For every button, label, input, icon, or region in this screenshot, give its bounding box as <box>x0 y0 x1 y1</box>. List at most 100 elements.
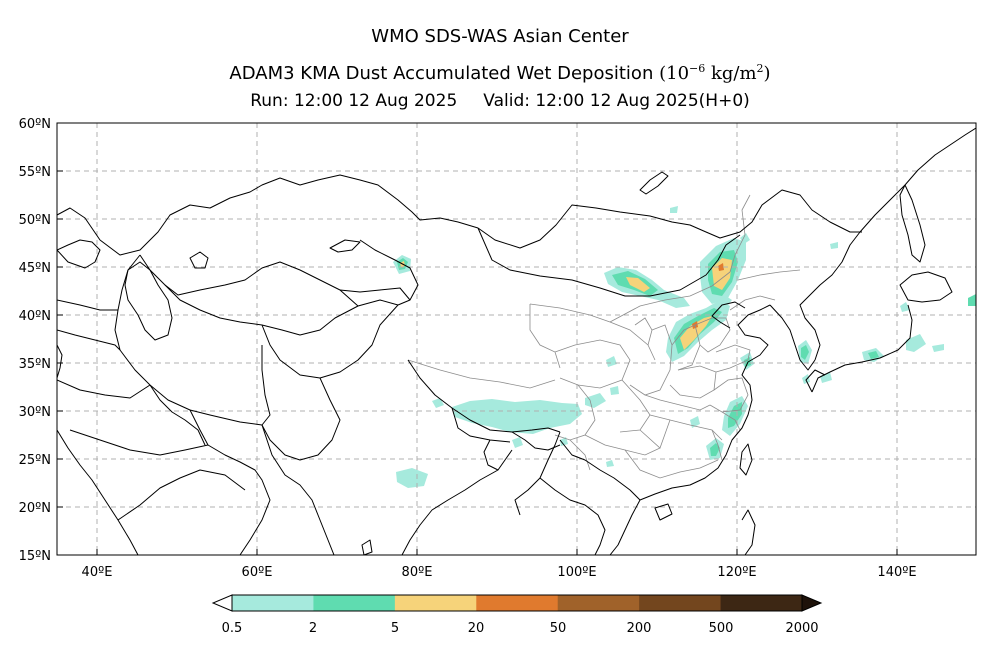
province-line-heilongjiang-im <box>729 194 751 273</box>
province-line-shanxi <box>671 324 701 371</box>
deposition-area-pacific <box>968 294 976 306</box>
lat-label: 30ºN <box>19 405 51 420</box>
province-line-chongqing-sichuan <box>619 379 651 433</box>
border-russia-mongolia <box>477 189 862 249</box>
coast-lake-balkhash <box>329 239 361 253</box>
lon-label: 60ºE <box>242 565 273 580</box>
colorbar-swatch <box>720 595 803 611</box>
province-line-hunan-jiangxi <box>649 414 723 441</box>
border-iraq-syria <box>57 329 121 351</box>
deposition-area-korea-core <box>801 345 809 360</box>
deposition-area-bohai <box>716 296 732 310</box>
colorbar-label: 0.5 <box>222 621 243 636</box>
deposition-area-lhasa <box>432 398 444 408</box>
coast-persian-gulf <box>149 384 206 446</box>
province-line-guangxi-guangdong <box>624 449 719 479</box>
lon-label: 40ºE <box>82 565 113 580</box>
coast-philippines <box>741 509 756 555</box>
deposition-area-kyushu <box>802 374 810 384</box>
province-line-henan <box>669 365 717 399</box>
province-boundaries <box>407 194 801 479</box>
coast-kyushu <box>805 369 826 393</box>
coast-red-sea <box>57 429 139 555</box>
deposition-area-hubei <box>690 416 700 428</box>
border-kazakhstan-china <box>359 239 419 306</box>
deposition-area-ne-spot2 <box>670 206 678 213</box>
coast-india-east <box>401 469 499 555</box>
deposition-area-tibet <box>452 399 582 434</box>
chart-subtitle: ADAM3 KMA Dust Accumulated Wet Depositio… <box>0 62 1000 84</box>
deposition-area-gobi-peak <box>626 277 650 292</box>
deposition-area-japan-east <box>906 334 926 352</box>
deposition-area-zhejiang-core <box>728 402 742 428</box>
coast-hokkaido <box>899 271 953 303</box>
axis-ticks <box>57 122 898 556</box>
border-pakistan-india <box>261 377 341 461</box>
colorbar-label: 20 <box>468 621 485 636</box>
lon-label: 80ºE <box>402 565 433 580</box>
colorbar-swatch <box>232 595 314 611</box>
colorbar-label: 50 <box>550 621 567 636</box>
province-line-gansu <box>529 303 656 361</box>
coast-srilanka <box>361 539 373 555</box>
deposition-area-myanmar <box>512 437 523 448</box>
chart-title: WMO SDS-WAS Asian Center <box>371 26 629 47</box>
map-frame <box>56 122 977 556</box>
coast-korea-east <box>799 231 861 361</box>
coast-black-sea <box>57 239 101 269</box>
province-line-zhejiang <box>721 411 741 431</box>
province-line-shandong <box>715 344 751 373</box>
lon-label: 120ºE <box>717 565 756 580</box>
province-line-qinghai <box>554 339 631 389</box>
border-russia-kazakhstan <box>57 174 479 256</box>
border-saudi <box>69 429 209 456</box>
lat-label: 40ºN <box>19 309 51 324</box>
colorbar-swatch <box>639 595 722 611</box>
colorbar-swatch <box>476 595 559 611</box>
graticule <box>57 123 976 555</box>
run-time: Run: 12:00 12 Aug 2025 <box>250 91 458 111</box>
coast-russia-far-east <box>859 127 976 233</box>
border-laos-vietnam <box>559 439 641 501</box>
valid-time: Valid: 12:00 12 Aug 2025(H+0) <box>483 91 750 111</box>
province-line-jilin-liaoning <box>729 295 776 311</box>
colorbar-outline <box>231 594 803 612</box>
lat-label: 45ºN <box>19 261 51 276</box>
lat-label: 55ºN <box>19 165 51 180</box>
border-bangladesh <box>483 439 513 471</box>
colorbar: 0.5 2 5 20 50 200 500 2000 <box>211 594 823 636</box>
dust-deposition-layer <box>393 206 976 488</box>
lon-label: 140ºE <box>877 565 916 580</box>
deposition-area-sichuan <box>606 356 617 367</box>
province-line-yunnan-sichuan <box>569 439 591 471</box>
deposition-area-northeast-max <box>718 263 724 271</box>
coast-sakhalin <box>899 184 926 263</box>
colorbar-label: 2 <box>309 621 317 636</box>
coast-korea-west <box>769 304 816 371</box>
deposition-area-ne-spot <box>740 233 750 244</box>
colorbar-swatch <box>313 595 396 611</box>
coast-arabian <box>189 409 271 555</box>
province-line-hubei <box>644 394 711 411</box>
product-name: ADAM3 KMA Dust Accumulated Wet Depositio… <box>229 63 654 84</box>
border-kyrgyz <box>339 287 411 301</box>
longitude-labels: 40ºE 60ºE 80ºE 100ºE 120ºE 140ºE <box>82 565 917 580</box>
coast-thailand <box>539 477 606 555</box>
coast-caspian <box>124 261 173 341</box>
coast-mediterranean <box>57 344 63 379</box>
deposition-area-yunnan <box>560 437 568 446</box>
coast-baikal <box>639 171 669 195</box>
lat-label: 15ºN <box>19 549 51 564</box>
lat-label: 60ºN <box>19 117 51 132</box>
deposition-area-sichuan2 <box>610 386 619 395</box>
coastlines-and-borders <box>57 127 976 555</box>
border-india-china-east <box>511 431 561 451</box>
province-line-xinjiang-gansu <box>529 304 561 369</box>
deposition-area-guangxi <box>606 460 614 467</box>
province-line-ningxia <box>634 317 653 346</box>
coast-taiwan <box>739 443 753 476</box>
border-uzbek-turkmen <box>164 261 359 307</box>
lat-label: 20ºN <box>19 501 51 516</box>
border-iran <box>114 254 271 426</box>
